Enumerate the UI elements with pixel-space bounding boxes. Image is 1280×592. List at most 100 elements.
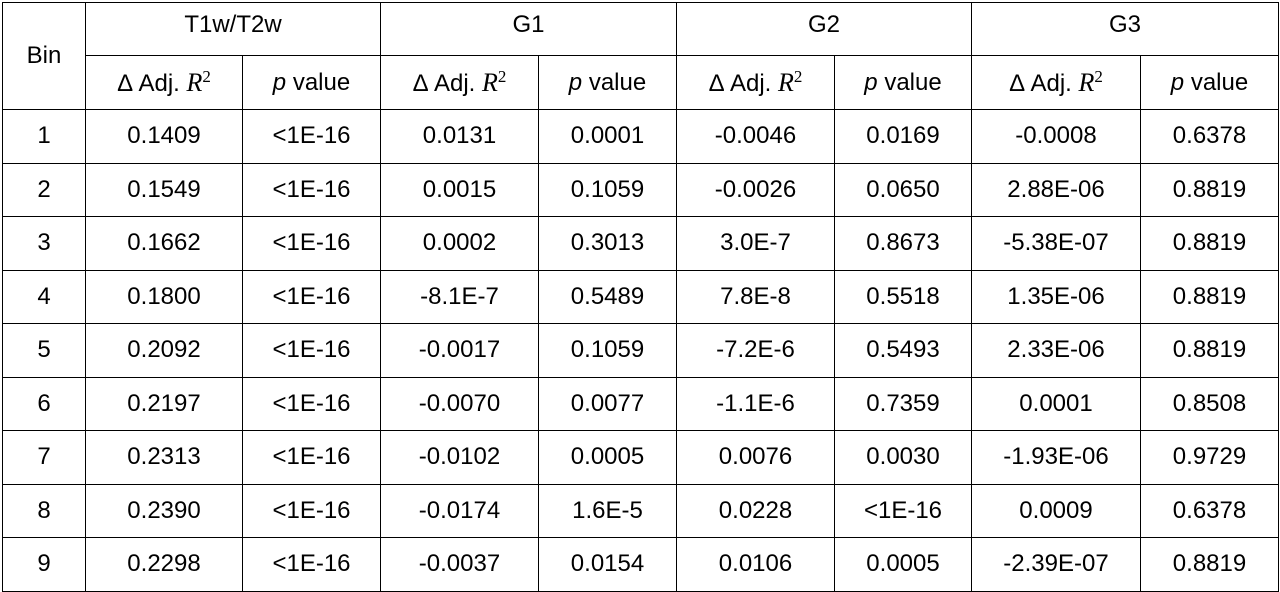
value-cell: 0.1662 bbox=[85, 216, 243, 271]
data-row: 4 0.1800 <1E-16 -8.1E-7 0.5489 7.8E-8 0.5518 1.… bbox=[2, 269, 1279, 324]
r2-exp: 2 bbox=[1094, 67, 1103, 86]
bin-cell: 2 bbox=[2, 162, 86, 217]
value-cell: 0.2313 bbox=[85, 430, 243, 485]
p-var: p bbox=[1170, 68, 1185, 96]
value-cell: 0.0001 bbox=[538, 109, 677, 164]
value-cell: 0.2092 bbox=[85, 323, 243, 378]
value-cell: 3.0E-7 bbox=[676, 216, 835, 271]
value-cell: 1.6E-5 bbox=[538, 483, 677, 538]
value-cell: 0.5493 bbox=[834, 323, 972, 378]
value-cell: 0.0005 bbox=[538, 430, 677, 485]
p-suffix: value bbox=[292, 68, 351, 96]
p-header: p value bbox=[834, 55, 972, 110]
r2-header: Δ Adj. R2 bbox=[380, 55, 539, 110]
bin-cell: 5 bbox=[2, 323, 86, 378]
sub-header-row: Δ Adj. R2 p value Δ Adj. R2 p value Δ Adj. R… bbox=[3, 55, 1279, 110]
value-cell: 0.0650 bbox=[834, 162, 972, 217]
group-header-row: Bin T1w/T2w G1 G2 G3 bbox=[2, 2, 1279, 110]
value-cell: 0.0002 bbox=[380, 216, 539, 271]
r2-exp: 2 bbox=[793, 67, 803, 86]
data-row: 2 0.1549 <1E-16 0.0015 0.1059 -0.0026 0.0650 2.… bbox=[2, 162, 1279, 217]
value-cell: <1E-16 bbox=[242, 109, 381, 164]
value-cell: <1E-16 bbox=[242, 430, 381, 485]
value-cell: <1E-16 bbox=[242, 162, 381, 217]
table-body: 1 0.1409 <1E-16 0.0131 0.0001 -0.0046 0.0169 -0… bbox=[2, 109, 1279, 592]
r2-prefix: Δ Adj. bbox=[1009, 70, 1072, 97]
value-cell: <1E-16 bbox=[242, 376, 381, 431]
value-cell: 0.3013 bbox=[538, 216, 677, 271]
bin-cell: 3 bbox=[2, 216, 86, 271]
p-suffix: value bbox=[1190, 68, 1249, 96]
data-row: 3 0.1662 <1E-16 0.0002 0.3013 3.0E-7 0.8673 -5.… bbox=[2, 216, 1279, 271]
value-cell: 0.0009 bbox=[971, 483, 1141, 538]
value-cell: 0.7359 bbox=[834, 376, 972, 431]
value-cell: 1.35E-06 bbox=[971, 269, 1141, 324]
value-cell: 0.2390 bbox=[85, 483, 243, 538]
bin-cell: 6 bbox=[2, 376, 86, 431]
value-cell: <1E-16 bbox=[242, 216, 381, 271]
value-cell: 0.2298 bbox=[85, 537, 243, 592]
value-cell: 0.8819 bbox=[1140, 269, 1279, 324]
value-cell: 0.1059 bbox=[538, 323, 677, 378]
value-cell: 0.9729 bbox=[1140, 430, 1279, 485]
value-cell: 0.0077 bbox=[538, 376, 677, 431]
r2-var: R bbox=[186, 68, 203, 97]
value-cell: -1.1E-6 bbox=[676, 376, 835, 431]
r2-var: R bbox=[778, 68, 794, 97]
data-row: 9 0.2298 <1E-16 -0.0037 0.0154 0.0106 0.0005 -2… bbox=[2, 537, 1279, 592]
p-var: p bbox=[568, 68, 583, 96]
data-row: 1 0.1409 <1E-16 0.0131 0.0001 -0.0046 0.0169 -0… bbox=[2, 109, 1279, 164]
value-cell: 0.2197 bbox=[85, 376, 243, 431]
p-suffix: value bbox=[884, 68, 942, 96]
bin-header: Bin bbox=[2, 2, 86, 110]
value-cell: 0.0076 bbox=[676, 430, 835, 485]
value-cell: 0.8508 bbox=[1140, 376, 1279, 431]
value-cell: 0.0030 bbox=[834, 430, 972, 485]
value-cell: 0.8819 bbox=[1140, 323, 1279, 378]
value-cell: 0.5518 bbox=[834, 269, 972, 324]
value-cell: 0.0001 bbox=[971, 376, 1141, 431]
value-cell: 0.1409 bbox=[85, 109, 243, 164]
r2-prefix: Δ Adj. bbox=[412, 70, 476, 97]
value-cell: <1E-16 bbox=[242, 269, 381, 324]
p-header: p value bbox=[538, 55, 677, 110]
value-cell: <1E-16 bbox=[242, 323, 381, 378]
r2-exp: 2 bbox=[202, 67, 211, 86]
value-cell: -0.0174 bbox=[380, 483, 539, 538]
r2-var: R bbox=[482, 68, 498, 97]
bin-cell: 1 bbox=[2, 109, 86, 164]
group-header: T1w/T2w bbox=[85, 2, 381, 56]
value-cell: 0.0005 bbox=[834, 537, 972, 592]
value-cell: -0.0026 bbox=[676, 162, 835, 217]
value-cell: -0.0017 bbox=[380, 323, 539, 378]
value-cell: 2.33E-06 bbox=[971, 323, 1141, 378]
value-cell: <1E-16 bbox=[242, 537, 381, 592]
r2-header: Δ Adj. R2 bbox=[971, 55, 1141, 110]
value-cell: -0.0037 bbox=[380, 537, 539, 592]
value-cell: 0.1800 bbox=[85, 269, 243, 324]
p-suffix: value bbox=[588, 68, 647, 96]
value-cell: 0.8819 bbox=[1140, 216, 1279, 271]
p-header: p value bbox=[1140, 55, 1279, 110]
value-cell: -8.1E-7 bbox=[380, 269, 539, 324]
value-cell: 0.5489 bbox=[538, 269, 677, 324]
value-cell: 0.0169 bbox=[834, 109, 972, 164]
value-cell: 0.6378 bbox=[1140, 483, 1279, 538]
value-cell: -0.0102 bbox=[380, 430, 539, 485]
r2-var: R bbox=[1078, 68, 1095, 97]
value-cell: 0.6378 bbox=[1140, 109, 1279, 164]
r2-header: Δ Adj. R2 bbox=[85, 55, 243, 110]
value-cell: 0.0154 bbox=[538, 537, 677, 592]
value-cell: 0.8819 bbox=[1140, 162, 1279, 217]
bin-cell: 4 bbox=[2, 269, 86, 324]
value-cell: -0.0070 bbox=[380, 376, 539, 431]
r2-prefix: Δ Adj. bbox=[117, 70, 180, 97]
p-var: p bbox=[272, 68, 287, 96]
value-cell: 0.0106 bbox=[676, 537, 835, 592]
value-cell: 0.8673 bbox=[834, 216, 972, 271]
value-cell: <1E-16 bbox=[242, 483, 381, 538]
value-cell: -0.0046 bbox=[676, 109, 835, 164]
value-cell: -1.93E-06 bbox=[971, 430, 1141, 485]
p-header: p value bbox=[242, 55, 381, 110]
